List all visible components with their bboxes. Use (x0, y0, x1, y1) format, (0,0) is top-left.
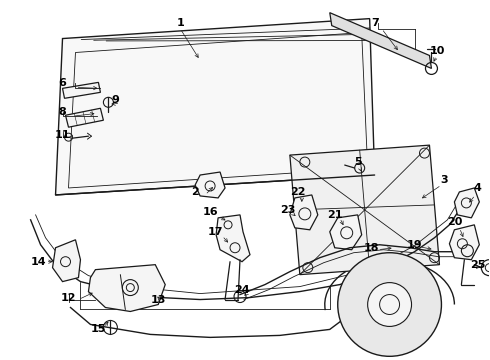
Text: 17: 17 (207, 227, 223, 237)
Polygon shape (63, 82, 100, 98)
Text: 21: 21 (327, 210, 343, 220)
Polygon shape (330, 13, 432, 68)
Text: 18: 18 (364, 243, 379, 253)
Polygon shape (290, 145, 440, 275)
Text: 5: 5 (354, 157, 362, 167)
Polygon shape (195, 172, 225, 198)
Text: 7: 7 (371, 18, 378, 28)
Text: 11: 11 (55, 130, 70, 140)
Text: 14: 14 (31, 257, 47, 267)
Polygon shape (449, 225, 479, 260)
Text: 23: 23 (280, 205, 295, 215)
Text: 10: 10 (430, 45, 445, 55)
Polygon shape (454, 188, 479, 218)
Text: 4: 4 (473, 183, 481, 193)
Polygon shape (89, 265, 165, 311)
Text: 6: 6 (59, 78, 67, 88)
Polygon shape (55, 19, 375, 195)
Text: 25: 25 (469, 260, 485, 270)
Text: 8: 8 (59, 107, 66, 117)
Text: 24: 24 (234, 284, 250, 294)
Polygon shape (330, 215, 362, 250)
Circle shape (338, 253, 441, 356)
Text: 20: 20 (447, 217, 462, 227)
Polygon shape (52, 240, 80, 282)
Text: 15: 15 (91, 324, 106, 334)
Text: 3: 3 (441, 175, 448, 185)
Text: 13: 13 (150, 294, 166, 305)
Text: 12: 12 (61, 293, 76, 302)
Text: 19: 19 (407, 240, 422, 250)
Polygon shape (290, 195, 318, 230)
Text: 1: 1 (176, 18, 184, 28)
Text: 9: 9 (111, 95, 119, 105)
Text: 22: 22 (290, 187, 306, 197)
Text: 2: 2 (191, 187, 199, 197)
Circle shape (368, 283, 412, 327)
Polygon shape (66, 108, 103, 127)
Text: 16: 16 (202, 207, 218, 217)
Polygon shape (216, 215, 250, 262)
